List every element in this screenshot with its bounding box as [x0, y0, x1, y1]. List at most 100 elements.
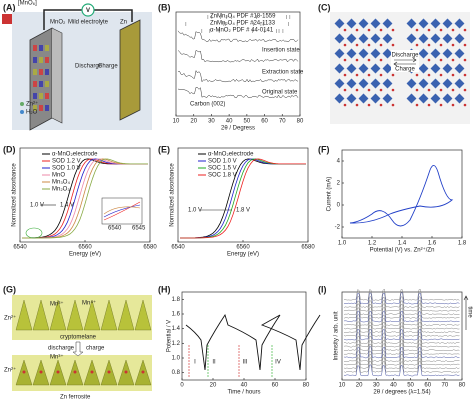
legend-label: SOC 1.8 V: [208, 173, 237, 179]
atom: [367, 73, 371, 77]
panel-label: (C): [318, 2, 331, 12]
crystal: [39, 105, 43, 111]
curve: [393, 61, 416, 67]
x-axis-label: Energy (eV): [227, 252, 259, 258]
atom: [427, 73, 431, 77]
atom: [379, 88, 383, 92]
label: Charge: [395, 67, 415, 73]
curve: [343, 328, 460, 341]
x-axis-label: 2θ / Degress: [221, 126, 255, 132]
label-bg: [391, 50, 419, 72]
label: Discharge: [391, 53, 419, 59]
atom: [391, 73, 395, 77]
label: Mn⁴⁺: [82, 300, 96, 307]
polyhedron: [49, 299, 67, 331]
atom: [439, 73, 443, 77]
electrode: [51, 27, 63, 124]
legend-label: MnO: [52, 173, 65, 179]
atom: [355, 43, 359, 47]
electrode: [119, 19, 141, 121]
atom: [415, 88, 419, 92]
panel-label: (D): [3, 144, 16, 154]
legend-label: Mn₂O₃: [52, 187, 70, 193]
polyhedron: [15, 299, 33, 331]
crystal: [39, 57, 43, 63]
atom: [355, 103, 359, 107]
arrow: [463, 295, 469, 330]
x-tick-label: 6560: [236, 245, 250, 251]
x-tick-label: 20: [190, 119, 197, 125]
x-tick-label: 60: [261, 119, 268, 125]
atom: [367, 88, 371, 92]
x-tick-label: 70: [442, 383, 449, 389]
crystal: [33, 93, 37, 99]
x-tick-label: 40: [241, 383, 248, 389]
panel-label: (E): [158, 144, 170, 154]
curve: [103, 204, 141, 218]
arrow: [72, 341, 84, 357]
crystal: [45, 57, 49, 63]
curve: [180, 158, 306, 239]
y-tick-label: 1.2: [172, 341, 181, 347]
crystal: [33, 45, 37, 51]
x-tick-label: 1.0: [338, 241, 347, 247]
curve: [394, 57, 417, 63]
curve: [180, 158, 306, 239]
atom: [343, 28, 347, 32]
x-axis-label: Potential (V) vs. Zn²⁺/Zn: [370, 247, 435, 254]
atom: [379, 103, 383, 107]
label: H₂O: [26, 110, 38, 116]
atom: [427, 103, 431, 107]
crystal: [39, 69, 43, 75]
atom: [343, 103, 347, 107]
crystal: [33, 105, 37, 111]
x-tick-label: 30: [373, 383, 380, 389]
panel-label: (A): [3, 2, 16, 12]
x-axis-label: Time / hours: [227, 390, 260, 396]
x-tick-label: 40: [390, 383, 397, 389]
label: Extraction state: [262, 70, 304, 76]
label: Charge: [98, 64, 118, 70]
curve: [343, 346, 460, 359]
atom: [439, 43, 443, 47]
y-tick-label: -2: [335, 225, 341, 231]
ion: [20, 102, 24, 106]
label: Zn: [120, 20, 127, 26]
y-axis-label: Potential / V: [167, 320, 173, 352]
label: Mild electrolyte: [68, 20, 109, 26]
label: Original state: [262, 90, 298, 96]
atom: [367, 103, 371, 107]
label: 1.4 V: [60, 203, 74, 209]
x-tick-label: 6580: [301, 245, 315, 251]
atom: [415, 73, 419, 77]
panel-label: (B): [158, 2, 171, 12]
atom: [451, 103, 455, 107]
y-axis-label: Normalized absorbance: [12, 163, 18, 227]
atom: [355, 58, 359, 62]
curve: [177, 69, 299, 83]
label: ZnMn₂O₄ PDF #24-1133: [210, 21, 276, 27]
atom: [415, 28, 419, 32]
curve: [177, 87, 299, 99]
legend-label: SOD 1.0 V: [208, 159, 237, 165]
x-tick-label: 60: [272, 383, 279, 389]
atom: [463, 73, 467, 77]
x-tick-label: 10: [339, 383, 346, 389]
y-axis-label: Normalized absorbance: [170, 163, 176, 227]
label: MnO₂: [50, 20, 66, 26]
structure-bg: [12, 355, 152, 391]
curve: [180, 158, 306, 239]
x-tick-label: 6540: [13, 245, 27, 251]
atom: [343, 58, 347, 62]
label: cryptomelane: [60, 335, 97, 341]
label: discharge: [48, 346, 75, 352]
label: [MnO₆]: [18, 1, 37, 7]
label: α-MnO₂ PDF # 44-0141: [210, 28, 274, 34]
atom: [439, 58, 443, 62]
curve: [343, 357, 460, 370]
label: IV: [275, 360, 281, 366]
atom: [391, 43, 395, 47]
highlight: [25, 227, 43, 239]
label: Zn²⁺: [4, 315, 16, 322]
